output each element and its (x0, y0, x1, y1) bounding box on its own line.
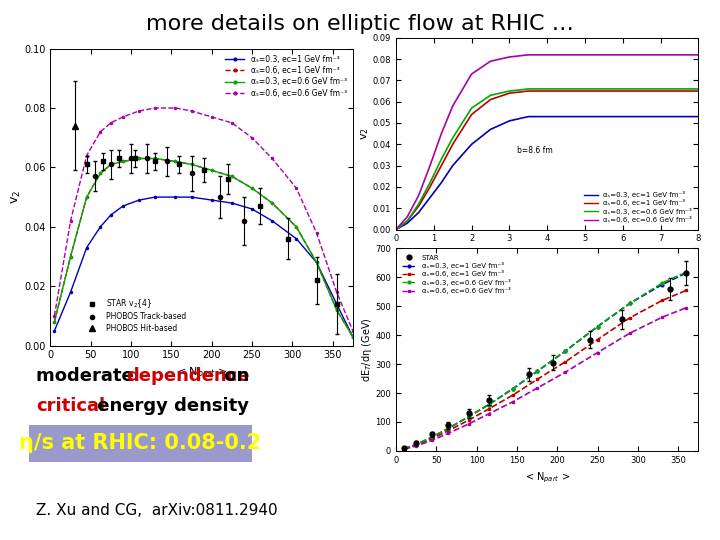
X-axis label: < N$_{part}$ >: < N$_{part}$ > (525, 470, 570, 485)
Text: η/s at RHIC: 0.08-0.2: η/s at RHIC: 0.08-0.2 (19, 433, 261, 454)
Text: Z. Xu and CG,  arXiv:0811.2940: Z. Xu and CG, arXiv:0811.2940 (36, 503, 278, 518)
Y-axis label: v$_2$: v$_2$ (359, 127, 372, 140)
Y-axis label: dE$_T$/dη (GeV): dE$_T$/dη (GeV) (360, 318, 374, 382)
Legend: αₛ=0.3, eᴄ=1 GeV fm⁻³, αₛ=0.6, eᴄ=1 GeV fm⁻³, αₛ=0.3, eᴄ=0.6 GeV fm⁻³, αₛ=0.6, e: αₛ=0.3, eᴄ=1 GeV fm⁻³, αₛ=0.6, eᴄ=1 GeV … (581, 188, 695, 226)
Text: more details on elliptic flow at RHIC …: more details on elliptic flow at RHIC … (146, 14, 574, 33)
Legend: STAR v$_2${4}, PHOBOS Track-based, PHOBOS Hit-based: STAR v$_2${4}, PHOBOS Track-based, PHOBO… (81, 294, 189, 336)
Y-axis label: v$_2$: v$_2$ (9, 190, 22, 204)
Text: moderate: moderate (36, 367, 140, 385)
Text: critical: critical (36, 397, 105, 415)
X-axis label: < N$_{part}$ >: < N$_{part}$ > (176, 366, 228, 382)
Text: b=8.6 fm: b=8.6 fm (517, 146, 553, 155)
Text: on: on (218, 367, 249, 385)
Text: dependence: dependence (126, 367, 250, 385)
Legend: STAR, αₛ=0.3, eᴄ=1 GeV fm⁻³, αₛ=0.6, eᴄ=1 GeV fm⁻³, αₛ=0.3, eᴄ=0.6 GeV fm⁻³, αₛ=: STAR, αₛ=0.3, eᴄ=1 GeV fm⁻³, αₛ=0.6, eᴄ=… (400, 252, 513, 297)
Text: energy density: energy density (91, 397, 249, 415)
X-axis label: t  (fm/c): t (fm/c) (528, 249, 567, 259)
